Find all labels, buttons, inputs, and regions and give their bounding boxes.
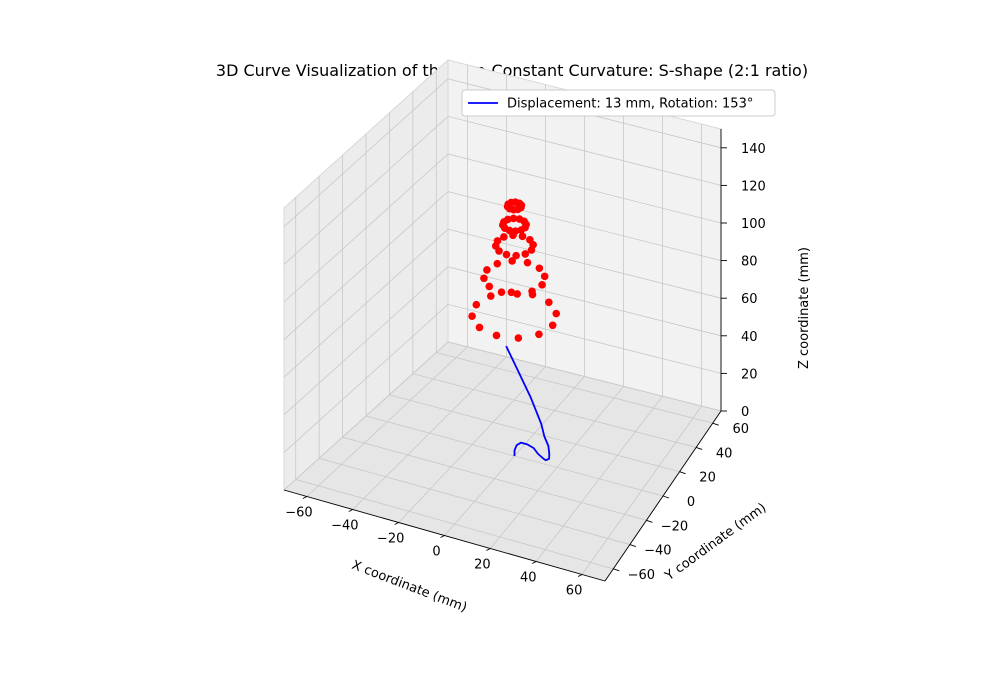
y-tick-label: 60 <box>732 422 749 437</box>
scatter-point <box>521 250 530 258</box>
scatter-point <box>493 259 502 268</box>
scatter-point <box>485 282 494 291</box>
grid-line-z <box>283 78 722 228</box>
grid-line-z <box>283 341 722 491</box>
y-tick-mark <box>712 422 719 426</box>
plot-data <box>468 198 561 462</box>
y-tick-mark <box>679 471 686 475</box>
y-tick-label: 0 <box>687 495 695 510</box>
x-tick-mark <box>577 574 583 577</box>
x-tick-label: 40 <box>520 571 537 586</box>
z-tick-label: 140 <box>741 142 766 157</box>
scatter-point <box>486 292 495 300</box>
scatter-point <box>509 214 518 223</box>
scatter-point <box>518 232 527 241</box>
y-tick-mark <box>646 519 653 523</box>
grid-lines <box>283 64 722 575</box>
scatter-point <box>468 312 476 320</box>
x-tick-label: 20 <box>474 558 491 573</box>
scatter-point <box>483 266 491 274</box>
z-tick-label: 20 <box>741 367 758 382</box>
z-tick-label: 60 <box>741 292 758 307</box>
scatter-point <box>492 331 501 340</box>
x-ticks: −60 −40 −20 0 20 40 60 <box>285 496 583 599</box>
scatter-point <box>515 215 524 223</box>
scatter-point <box>535 330 543 339</box>
x-tick-mark <box>302 496 308 499</box>
scatter-point <box>514 205 522 214</box>
x-tick-label: −40 <box>331 519 358 534</box>
scatter-point <box>514 334 523 342</box>
y-tick-label: −60 <box>628 568 655 583</box>
scatter-point <box>517 226 526 234</box>
z-tick-label: 80 <box>741 255 758 270</box>
scatter-point <box>511 227 520 235</box>
scatter-point <box>548 321 557 330</box>
scatter-point <box>552 309 561 318</box>
z-tick-label: 100 <box>741 217 766 232</box>
x-axis-label: X coordinate (mm) <box>350 558 469 616</box>
x-tick-mark <box>440 535 445 538</box>
x-tick-mark <box>486 548 491 551</box>
scatter-point <box>505 226 514 235</box>
grid-line-z <box>283 153 722 303</box>
scatter-point <box>475 323 484 332</box>
scatter-point <box>523 258 532 267</box>
y-tick-label: 40 <box>716 446 733 461</box>
scatter-point <box>472 300 481 309</box>
grid-line-z <box>283 228 722 378</box>
scatter-point <box>502 250 511 259</box>
x-tick-mark <box>532 561 537 564</box>
scatter-point <box>480 274 488 283</box>
scatter-point <box>540 272 549 281</box>
grid-line-z <box>283 266 722 416</box>
scatter-point <box>507 288 516 297</box>
scatter-point <box>538 281 546 289</box>
scatter-point <box>528 287 536 296</box>
y-tick-mark <box>613 568 620 572</box>
y-axis-label: Y coordinate (mm) <box>662 501 770 585</box>
grid-line-z <box>283 115 722 265</box>
z-ticks: 0 20 40 60 80 100 120 140 <box>721 142 766 420</box>
y-tick-mark <box>662 495 670 499</box>
scatter-point <box>545 298 553 307</box>
z-tick-label: 120 <box>741 179 766 194</box>
x-tick-mark <box>394 522 399 525</box>
x-tick-mark <box>348 509 353 512</box>
z-tick-label: 40 <box>741 330 758 345</box>
displacement-curve <box>505 345 551 462</box>
legend: Displacement: 13 mm, Rotation: 153° <box>461 89 776 117</box>
scatter-point <box>508 257 516 265</box>
legend-box <box>461 89 776 117</box>
y-tick-mark <box>629 544 636 547</box>
y-tick-label: −40 <box>644 544 671 559</box>
scatter-point <box>513 290 522 298</box>
scatter-point <box>512 251 520 260</box>
x-tick-label: −60 <box>285 506 312 521</box>
x-tick-label: 0 <box>432 545 440 560</box>
x-tick-label: −20 <box>377 532 404 547</box>
scatter-point <box>500 233 508 241</box>
scatter-point <box>495 247 503 255</box>
scatter-point <box>535 264 544 273</box>
scatter-point <box>497 288 506 296</box>
scatter-point <box>526 236 534 244</box>
grid-line-z <box>283 303 722 453</box>
y-tick-label: −20 <box>661 519 688 534</box>
z-axis-label: Z coordinate (mm) <box>797 247 812 369</box>
z-tick-label: 0 <box>741 405 749 420</box>
legend-label: Displacement: 13 mm, Rotation: 153° <box>507 97 753 112</box>
y-tick-label: 20 <box>699 471 716 486</box>
x-tick-label: 60 <box>566 584 583 599</box>
grid-line-z <box>283 191 722 340</box>
chart-title: 3D Curve Visualization of the Non-Consta… <box>216 61 808 80</box>
y-tick-mark <box>696 447 703 450</box>
